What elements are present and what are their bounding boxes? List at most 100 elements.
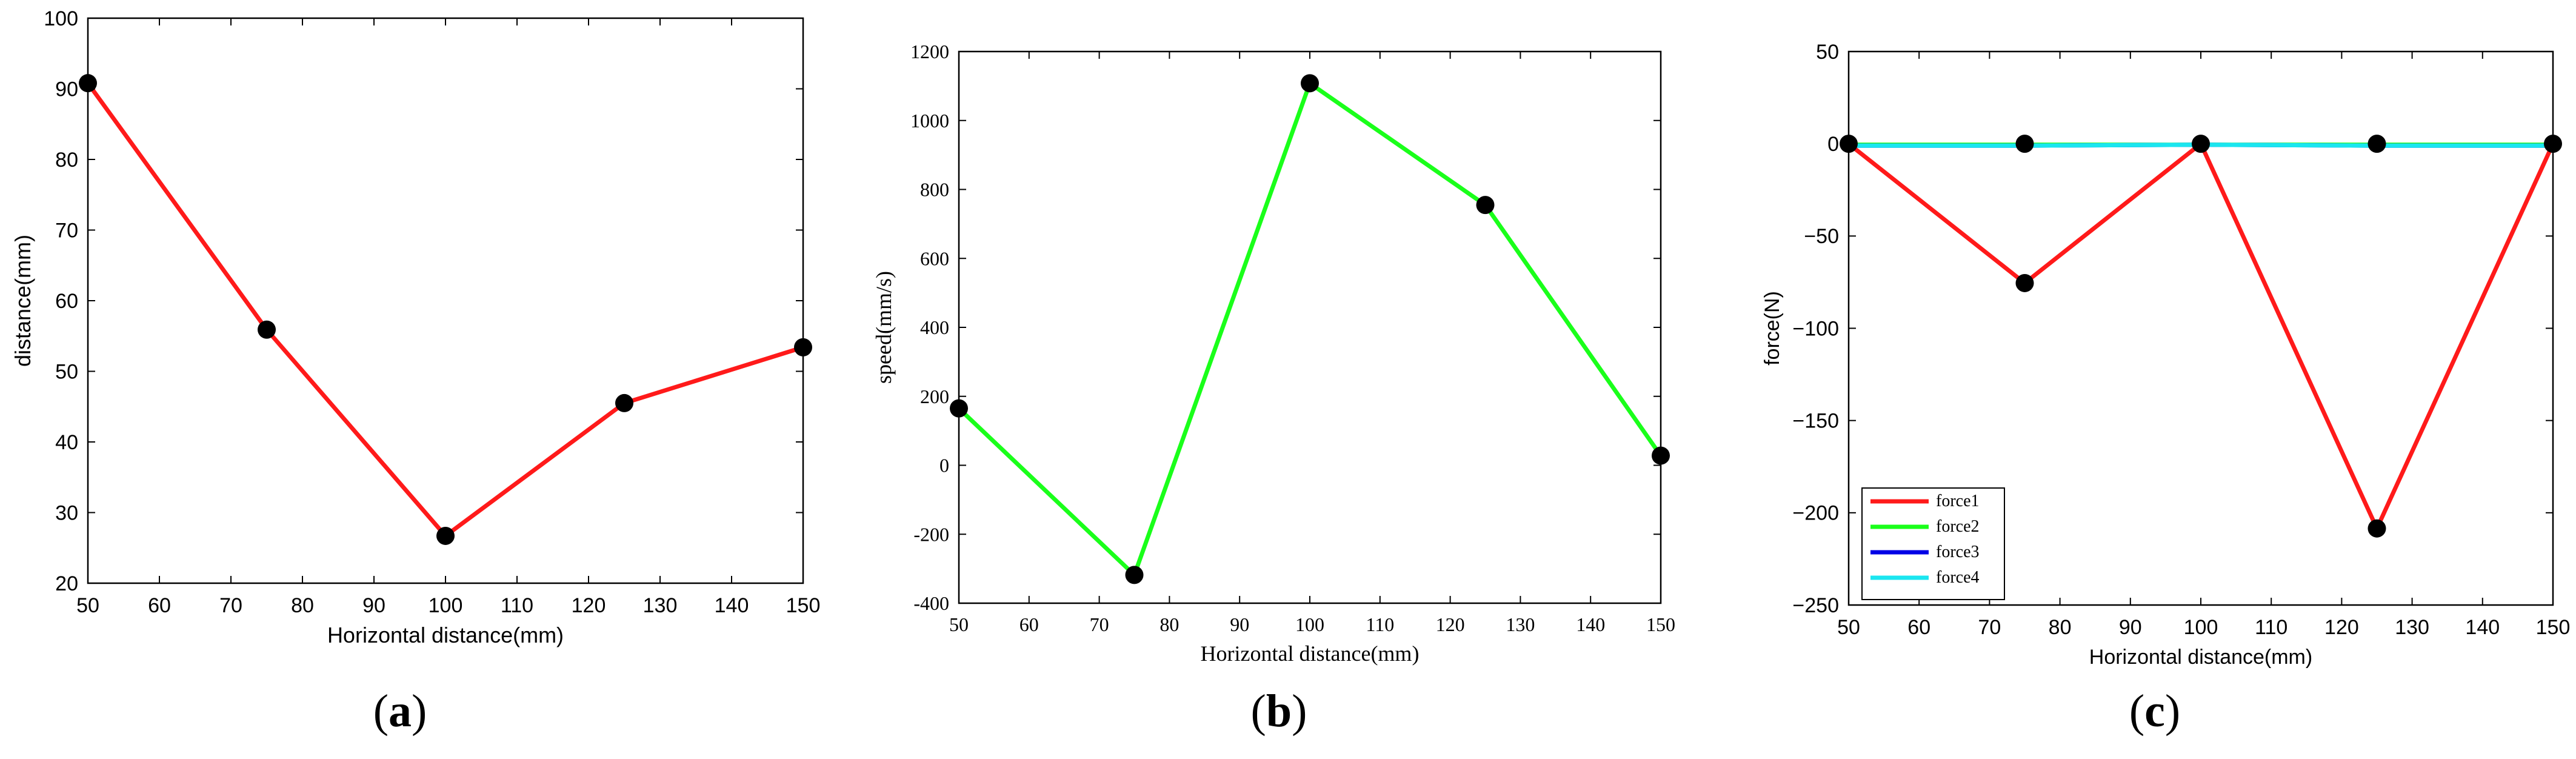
legend-label-force4: force4: [1936, 568, 1980, 587]
caption-c-letter: c: [2144, 686, 2165, 737]
y-tick-label: 1000: [910, 110, 949, 132]
chart-1: 50 60 70 80 90 100 110 120 130 140 150 -400 -200 0 200…: [872, 41, 1675, 666]
y-axis-label: force(N): [1761, 291, 1784, 366]
x-axis-label: Horizontal distance(mm): [2089, 646, 2312, 669]
y-tick-label: −250: [1792, 594, 1839, 617]
data-point-marker: [1476, 196, 1495, 215]
x-tick-label: 120: [2324, 616, 2359, 639]
data-point-marker: [1125, 566, 1144, 584]
data-point-marker: [79, 74, 97, 93]
x-tick-label: 110: [2255, 616, 2287, 639]
x-tick-label: 70: [1090, 614, 1109, 635]
legend-box: [1861, 487, 2005, 600]
x-tick-label: 60: [148, 594, 171, 617]
y-tick-label: 40: [55, 431, 78, 454]
caption-b: (b): [1188, 685, 1370, 738]
y-tick-label: 50: [1816, 41, 1839, 64]
x-tick-label: 130: [2395, 616, 2429, 639]
x-tick-label: 120: [572, 594, 606, 617]
data-point-marker: [2015, 273, 2034, 292]
y-tick-label: 0: [939, 455, 949, 476]
x-tick-label: 70: [1978, 616, 2001, 639]
series-line-force1: [1847, 141, 2555, 531]
y-tick-label: 90: [55, 78, 78, 101]
x-tick-label: 80: [2049, 616, 2072, 639]
y-tick-label: 50: [55, 360, 78, 383]
x-tick-label: 90: [362, 594, 385, 617]
x-tick-label: 140: [1576, 614, 1605, 635]
data-point-marker: [794, 338, 812, 356]
caption-a-open: (: [373, 686, 389, 737]
y-tick-label: 30: [55, 501, 78, 524]
data-point-marker: [2544, 135, 2562, 153]
x-tick-label: 140: [715, 594, 749, 617]
data-point-marker: [1301, 74, 1319, 93]
plot-frame: [87, 17, 804, 584]
y-tick-label: 800: [920, 179, 949, 201]
caption-b-open: (: [1250, 686, 1266, 737]
y-tick-label: −100: [1792, 317, 1839, 340]
x-tick-label: 50: [76, 594, 99, 617]
x-tick-label: 110: [501, 594, 533, 617]
x-tick-label: 150: [786, 594, 821, 617]
y-tick-label: 600: [920, 247, 949, 269]
chart-0: 50 60 70 80 90 100 110 120 130 140 150 20 30 40 50 60 70…: [10, 7, 820, 647]
x-tick-label: 50: [949, 614, 969, 635]
y-tick-label: −150: [1792, 410, 1839, 433]
legend-label-force3: force3: [1936, 543, 1980, 561]
x-tick-label: 120: [1436, 614, 1465, 635]
y-tick-label: 200: [920, 386, 949, 407]
x-tick-label: 60: [1019, 614, 1039, 635]
x-tick-label: 80: [291, 594, 314, 617]
data-point-marker: [2367, 519, 2386, 538]
series-line-series-0: [957, 81, 1663, 577]
y-tick-label: 1200: [910, 41, 949, 62]
data-point-marker: [2367, 135, 2386, 153]
x-tick-label: 90: [1230, 614, 1249, 635]
caption-c-open: (: [2129, 686, 2145, 737]
x-tick-label: 130: [643, 594, 678, 617]
y-tick-label: 400: [920, 316, 949, 338]
x-tick-label: 50: [1837, 616, 1860, 639]
y-tick-label: -200: [913, 523, 949, 545]
x-tick-label: 110: [1366, 614, 1394, 635]
x-tick-label: 150: [2536, 616, 2571, 639]
series-line-series-0: [86, 82, 804, 538]
data-point-marker: [258, 320, 276, 339]
data-point-marker: [950, 399, 968, 418]
caption-a-letter: a: [389, 686, 412, 737]
legend-label-force1: force1: [1936, 492, 1980, 510]
data-point-marker: [436, 526, 455, 545]
caption-a: (a): [309, 685, 491, 738]
data-point-marker: [2015, 135, 2034, 153]
x-tick-label: 130: [1506, 614, 1535, 635]
caption-b-letter: b: [1266, 686, 1292, 737]
y-tick-label: −200: [1792, 502, 1839, 525]
x-tick-label: 100: [429, 594, 463, 617]
x-tick-label: 90: [2119, 616, 2142, 639]
x-tick-label: 70: [219, 594, 242, 617]
x-axis-label: Horizontal distance(mm): [1201, 641, 1420, 666]
data-point-marker: [615, 393, 633, 412]
x-tick-label: 140: [2465, 616, 2500, 639]
x-tick-label: 100: [2184, 616, 2218, 639]
y-tick-label: 80: [55, 149, 78, 172]
x-tick-label: 100: [1295, 614, 1324, 635]
data-point-marker: [1652, 446, 1670, 465]
caption-b-close: ): [1292, 686, 1307, 737]
data-point-marker: [1840, 135, 1858, 153]
chart-2: 50 60 70 80 90 100 110 120 130 140 150 −250 −200 −150…: [1761, 41, 2570, 669]
caption-c: (c): [2064, 685, 2246, 738]
legend-label-force2: force2: [1936, 517, 1980, 536]
data-point-marker: [2192, 135, 2210, 153]
caption-c-close: ): [2164, 686, 2181, 737]
y-tick-label: 20: [55, 572, 78, 595]
y-tick-label: -400: [913, 592, 949, 614]
x-tick-label: 150: [1646, 614, 1675, 635]
y-axis-label: distance(mm): [10, 235, 35, 367]
y-axis-label: speed(mm/s): [872, 271, 896, 384]
y-tick-label: 60: [55, 290, 78, 313]
x-tick-label: 60: [1907, 616, 1930, 639]
y-tick-label: 100: [44, 7, 78, 30]
